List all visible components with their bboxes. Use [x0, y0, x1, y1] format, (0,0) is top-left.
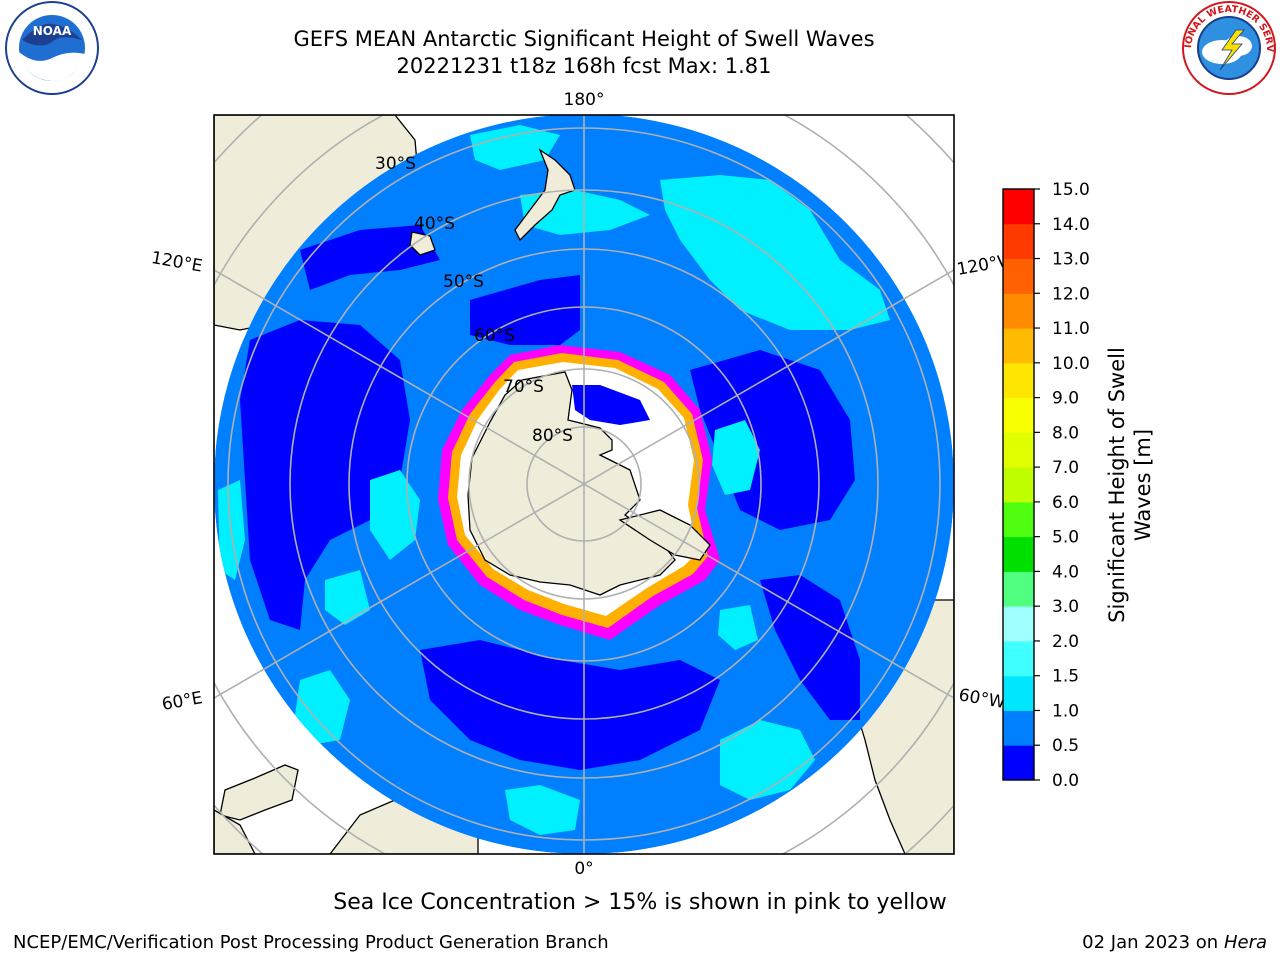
- colorbar-tick-label: 8.0: [1052, 423, 1079, 443]
- new-zealand-landmass: [514, 148, 576, 242]
- lat-label-40s: 40°S: [414, 214, 455, 234]
- colorbar-tick-label: 14.0: [1052, 215, 1090, 235]
- colorbar-segment: [1003, 258, 1034, 294]
- swell-region-low-drake: [760, 575, 860, 720]
- colorbar-tick-label: 1.0: [1052, 701, 1079, 721]
- colorbar-label-line2: Waves [m]: [1131, 429, 1155, 541]
- swell-region-high-southwest: [295, 670, 350, 745]
- colorbar-segment: [1003, 189, 1034, 225]
- colorbar-segment: [1003, 710, 1034, 746]
- colorbar-tick-label: 7.0: [1052, 458, 1079, 478]
- lat-label-60s: 60°S: [474, 326, 515, 346]
- colorbar-segment: [1003, 362, 1034, 399]
- footer-credit: NCEP/EMC/Verification Post Processing Pr…: [13, 932, 609, 953]
- footer-date: 02 Jan 2023 on Hera: [1082, 932, 1267, 953]
- swell-region-high-northeast: [660, 175, 890, 330]
- colorbar-tick-label: 4.0: [1052, 562, 1079, 582]
- noaa-logo-text: NOAA: [33, 24, 72, 38]
- lat-label-70s: 70°S: [503, 377, 544, 397]
- title-line-2: 20221231 t18z 168h fcst Max: 1.81: [396, 54, 772, 78]
- colorbar-tick-label: 0.0: [1052, 771, 1079, 791]
- colorbar-tick-label: 1.5: [1052, 667, 1079, 687]
- noaa-logo: NOAA: [5, 1, 99, 95]
- colorbar-tick-label: 6.0: [1052, 493, 1079, 513]
- swell-region-low-tasman: [300, 225, 440, 290]
- colorbar-segment: [1003, 501, 1034, 538]
- antarctic-peninsula: [618, 509, 711, 561]
- swell-region-low-south: [420, 640, 720, 770]
- meridian-60e-120w: [214, 269, 954, 699]
- swell-region-high-west: [325, 570, 370, 625]
- colorbar-tick-label: 15.0: [1052, 180, 1090, 200]
- footer-host: Hera: [1223, 932, 1267, 953]
- colorbar-segment: [1003, 293, 1034, 329]
- lat-label-30s: 30°S: [375, 154, 416, 174]
- colorbar-segment: [1003, 640, 1034, 677]
- colorbar-segment: [1003, 223, 1034, 260]
- colorbar-label-line1: Significant Height of Swell: [1105, 347, 1129, 623]
- swell-region-high-southeast: [720, 720, 815, 800]
- colorbar-tick-label: 5.0: [1052, 528, 1079, 548]
- colorbar-tick-label: 9.0: [1052, 389, 1079, 409]
- lon-label-120e: 120°E: [150, 248, 204, 277]
- swell-region-high-south: [505, 785, 580, 835]
- sea-ice-caption: Sea Ice Concentration > 15% is shown in …: [333, 890, 947, 915]
- colorbar-tick-label: 2.0: [1052, 632, 1079, 652]
- colorbar-tick-label: 10.0: [1052, 354, 1090, 374]
- colorbar-tick-label: 3.0: [1052, 597, 1079, 617]
- swell-region-low-ross: [470, 275, 580, 345]
- swell-region-high-mid-east: [712, 420, 760, 495]
- nws-logo-text: NATIONAL WEATHER SERVICE: [0, 0, 1275, 53]
- colorbar-segment: [1003, 675, 1034, 711]
- nws-logo: NATIONAL WEATHER SERVICE: [0, 0, 1276, 95]
- colorbar-tick-label: 13.0: [1052, 250, 1090, 270]
- colorbar-segment: [1003, 328, 1034, 364]
- colorbar-segment: [1003, 432, 1034, 468]
- lon-label-60w: 60°W: [957, 685, 1007, 713]
- title-line-1: GEFS MEAN Antarctic Significant Height o…: [293, 27, 875, 51]
- footer-date-text: 02 Jan 2023 on: [1082, 932, 1224, 953]
- swell-region-low-west: [240, 320, 410, 630]
- colorbar-tick-label: 0.5: [1052, 736, 1079, 756]
- graticule: [214, 115, 954, 854]
- map-frame: [213, 114, 955, 855]
- africa-left-edge: [214, 809, 256, 854]
- swell-region-high-north: [470, 125, 560, 170]
- colorbar-ticks: 0.0 0.5 1.0 1.5 2.0 3.0 4.0 5.0 6.0 7.0 8.0 9.0 10.0…: [1034, 180, 1090, 791]
- swell-region-high-drake: [718, 605, 758, 650]
- lat-label-50s: 50°S: [443, 272, 484, 292]
- lon-label-180: 180°: [564, 90, 605, 110]
- colorbar: [1003, 189, 1034, 781]
- lon-label-0: 0°: [574, 859, 593, 879]
- ross-sea: [572, 385, 650, 425]
- colorbar-segment: [1003, 745, 1034, 781]
- colorbar-segment: [1003, 606, 1034, 642]
- colorbar-segment: [1003, 536, 1034, 572]
- lat-label-80s: 80°S: [532, 426, 573, 446]
- colorbar-segment: [1003, 397, 1034, 433]
- colorbar-segment: [1003, 571, 1034, 607]
- map-area: 30°S 40°S 50°S 60°S 70°S 80°S: [214, 115, 954, 854]
- lon-label-60e: 60°E: [160, 688, 204, 715]
- colorbar-frame: [1002, 188, 1035, 781]
- antarctica-landmass: [467, 371, 676, 596]
- colorbar-tick-label: 12.0: [1052, 284, 1090, 304]
- colorbar-tick-label: 11.0: [1052, 319, 1090, 339]
- colorbar-segment: [1003, 467, 1034, 503]
